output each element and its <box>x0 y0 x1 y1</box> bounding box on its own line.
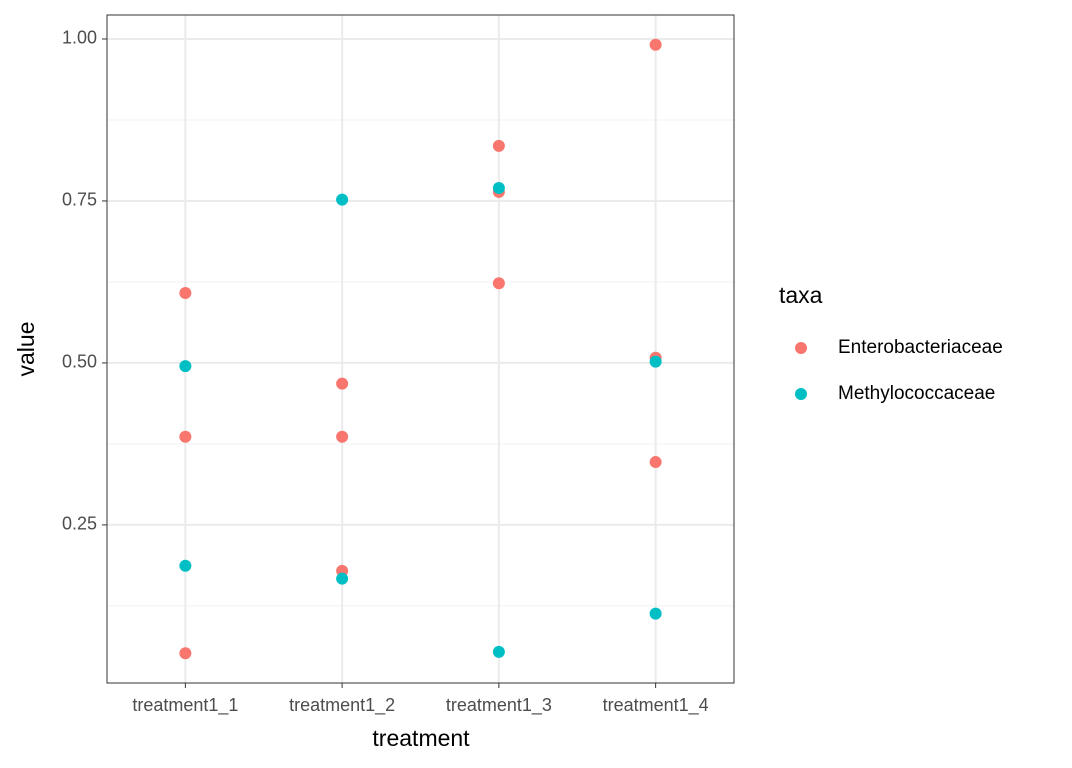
y-tick-label: 0.50 <box>62 352 97 372</box>
legend-title: taxa <box>779 282 823 308</box>
y-tick-label: 1.00 <box>62 28 97 48</box>
x-axis-title: treatment <box>372 725 470 751</box>
point <box>492 645 505 658</box>
y-tick-label: 0.75 <box>62 190 97 210</box>
point <box>179 559 192 572</box>
point <box>649 607 662 620</box>
point <box>649 38 662 51</box>
point <box>336 377 349 390</box>
x-tick-label: treatment1_2 <box>289 695 395 716</box>
point <box>179 430 192 443</box>
point <box>492 181 505 194</box>
y-tick-label: 0.25 <box>62 514 97 534</box>
legend-key <box>795 388 807 400</box>
x-tick-label: treatment1_3 <box>446 695 552 716</box>
panel-border <box>106 14 735 684</box>
point <box>179 647 192 660</box>
legend-key <box>795 342 807 354</box>
legend-label: Methylococcaceae <box>838 383 995 404</box>
point <box>179 360 192 373</box>
x-tick-label: treatment1_1 <box>132 695 238 716</box>
point <box>649 355 662 368</box>
point <box>649 456 662 469</box>
x-tick-label: treatment1_4 <box>603 695 709 716</box>
point <box>492 277 505 290</box>
y-axis-title: value <box>13 322 39 377</box>
point <box>336 430 349 443</box>
point <box>336 572 349 585</box>
point <box>492 139 505 152</box>
legend-label: Enterobacteriaceae <box>838 337 1003 358</box>
point <box>179 286 192 299</box>
point <box>336 193 349 206</box>
